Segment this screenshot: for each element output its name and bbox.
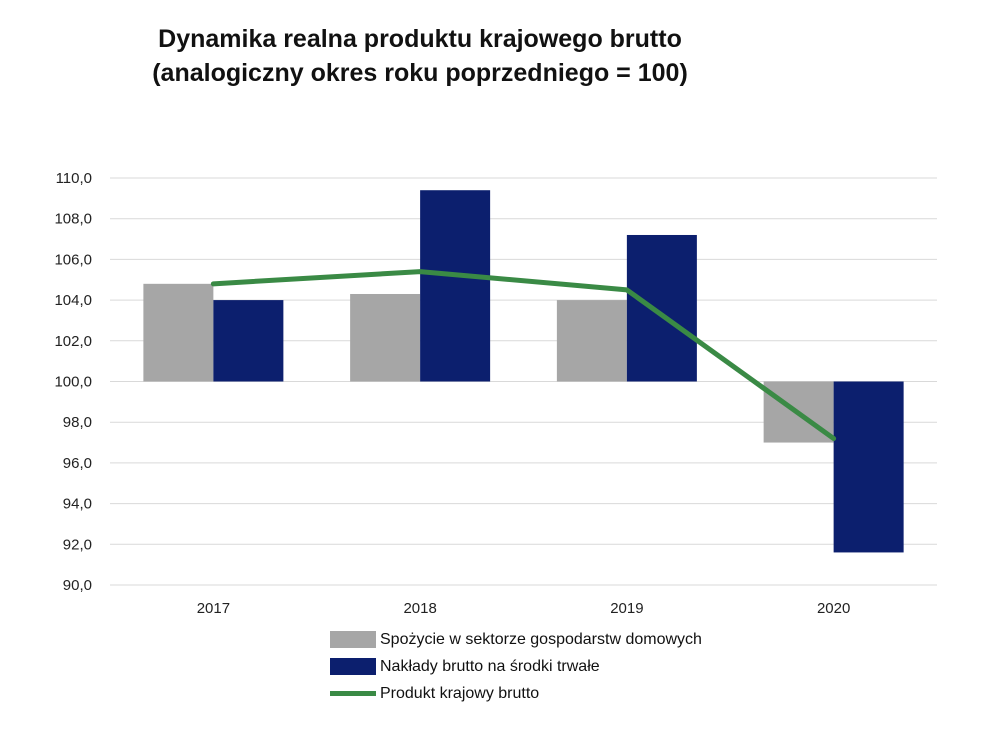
y-tick-label: 110,0 [56,170,92,187]
x-tick-label: 2020 [817,600,850,617]
bar-investment-2018 [420,190,491,382]
chart-title: Dynamika realna produktu krajowego brutt… [158,25,682,53]
legend-label-investment: Nakłady brutto na środki trwałe [380,657,600,675]
line-series [210,269,837,441]
y-tick-label: 94,0 [63,496,92,513]
x-tick-label: 2017 [197,600,230,617]
y-tick-label: 100,0 [54,374,92,391]
legend-label-gdp: Produkt krajowy brutto [380,684,540,702]
legend-item-consumption: Spożycie w sektorze gospodarstw domowych [330,626,702,653]
bar-investment-2017 [213,300,284,382]
y-tick-label: 104,0 [54,292,92,309]
y-axis-ticks: 110,0 108,0 106,0 104,0 102,0 100,0 98,0 96,0 94… [54,170,92,594]
legend: Spożycie w sektorze gospodarstw domowych… [330,626,702,707]
bar-consumption-2017 [143,283,214,382]
y-tick-label: 96,0 [63,455,92,472]
legend-label-consumption: Spożycie w sektorze gospodarstw domowych [380,630,702,648]
legend-swatch-gdp [330,691,376,696]
y-tick-label: 102,0 [54,333,92,350]
y-tick-label: 98,0 [63,414,92,431]
gdp-line [210,269,837,441]
legend-swatch-consumption [330,631,376,648]
y-tick-label: 108,0 [54,211,92,228]
y-tick-label: 106,0 [54,251,92,268]
legend-item-investment: Nakłady brutto na środki trwałe [330,653,702,680]
legend-item-gdp: Produkt krajowy brutto [330,680,702,707]
bar-investment-2020 [833,381,904,553]
chart-title-block: Dynamika realna produktu krajowego brutt… [110,22,730,90]
x-tick-label: 2019 [610,600,643,617]
x-axis-ticks: 2017 2018 2019 2020 [110,584,937,617]
bar-consumption-2019 [556,300,627,382]
legend-swatch-investment [330,658,376,675]
y-tick-label: 90,0 [63,577,92,594]
bar-investment-2019 [626,234,697,382]
x-tick-label: 2018 [403,600,436,617]
y-tick-label: 92,0 [63,536,92,553]
bar-marks [143,190,904,553]
chart-subtitle: (analogiczny okres roku poprzedniego = 1… [152,59,688,87]
bar-consumption-2018 [350,293,421,382]
